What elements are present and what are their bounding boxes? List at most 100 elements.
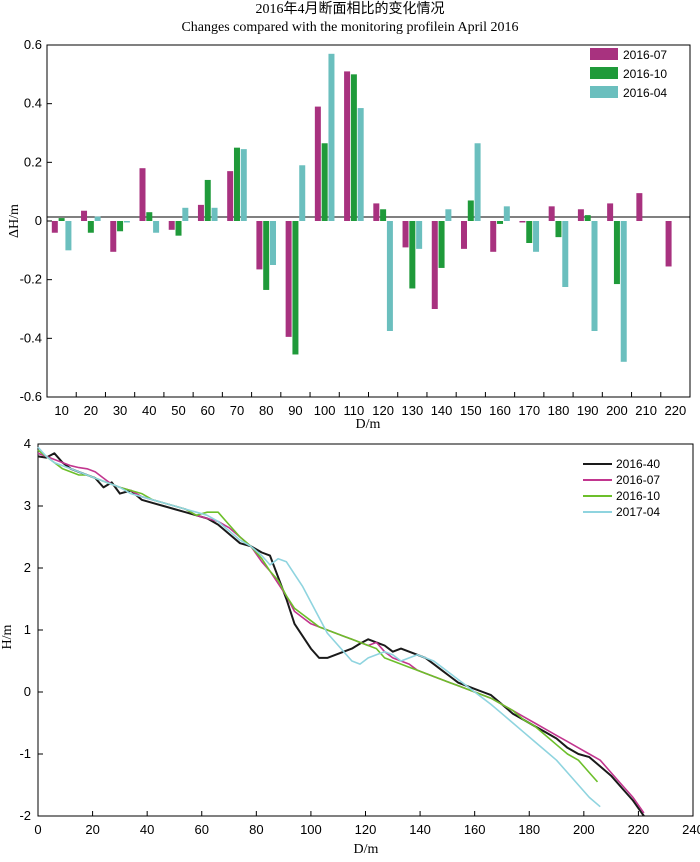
line-x-tick-label: 160 — [464, 822, 486, 837]
bar-x-tick-label: 10 — [54, 403, 68, 418]
line-x-tick-label: 20 — [85, 822, 99, 837]
bar-y-tick-label: -0.4 — [20, 330, 42, 345]
bar-2016-10-10 — [58, 218, 65, 221]
bar-2016-07-160 — [490, 221, 497, 252]
bar-2016-10-190 — [584, 215, 591, 221]
legend-swatch-2016-04 — [590, 86, 618, 98]
bar-x-tick-label: 60 — [201, 403, 215, 418]
bar-y-tick-label: 0.4 — [24, 96, 42, 111]
bar-2016-07-90 — [285, 221, 292, 337]
bar-x-tick-label: 160 — [489, 403, 511, 418]
line-y-tick-label: 1 — [24, 622, 31, 637]
bar-2016-07-210 — [636, 193, 643, 221]
bar-x-tick-label: 180 — [548, 403, 570, 418]
line-x-tick-label: 80 — [249, 822, 263, 837]
legend-label-2016-10: 2016-10 — [623, 67, 667, 81]
bar-y-ticks: -0.6 -0.4 -0.2 0 0.2 0.4 0.6 — [20, 37, 52, 404]
line-x-tick-label: 140 — [409, 822, 431, 837]
bar-x-tick-label: 130 — [401, 403, 423, 418]
bar-legend: 2016-07 2016-10 2016-04 — [590, 48, 667, 100]
line-x-tick-label: 240 — [682, 822, 700, 837]
bar-2016-07-110 — [344, 71, 351, 222]
bar-2016-04-30 — [123, 221, 130, 223]
bar-y-tick-label: -0.2 — [20, 272, 42, 287]
bar-2016-07-220 — [665, 221, 672, 267]
bar-2016-10-20 — [87, 221, 94, 233]
line-y-tick-label: 2 — [24, 560, 31, 575]
bar-2016-04-150 — [474, 143, 481, 221]
bar-y-tick-label: 0.2 — [24, 154, 42, 169]
bar-x-tick-label: 80 — [259, 403, 273, 418]
bar-2016-10-130 — [409, 221, 416, 289]
bar-2016-07-70 — [227, 171, 234, 221]
bar-x-tick-label: 100 — [314, 403, 336, 418]
bar-2016-07-120 — [373, 203, 380, 221]
bar-2016-04-130 — [416, 221, 423, 249]
bar-chart-subtitle: Changes compared with the monitoring pro… — [181, 20, 518, 35]
bar-2016-10-70 — [233, 147, 240, 221]
bar-2016-10-90 — [292, 221, 299, 355]
bar-2016-04-170 — [533, 221, 540, 252]
bar-2016-10-200 — [613, 221, 620, 285]
line-x-tick-label: 40 — [140, 822, 154, 837]
bar-x-tick-label: 70 — [230, 403, 244, 418]
legend-label-2016-10: 2016-10 — [616, 489, 660, 503]
legend-swatch-2016-07 — [590, 48, 618, 60]
line-plot-frame — [37, 443, 694, 817]
bar-2016-07-20 — [81, 210, 88, 221]
line-y-tick-label: 0 — [24, 684, 31, 699]
bar-x-tick-label: 30 — [113, 403, 127, 418]
bar-2016-04-70 — [240, 149, 247, 221]
legend-label-2016-40: 2016-40 — [616, 457, 660, 471]
legend-label-2017-04: 2017-04 — [616, 505, 660, 519]
line-x-tick-label: 0 — [34, 822, 41, 837]
line-x-tick-label: 220 — [628, 822, 650, 837]
line-y-axis-label: H/m — [0, 624, 15, 649]
bar-2016-04-120 — [386, 221, 393, 331]
bar-2016-10-60 — [204, 179, 211, 221]
line-marks — [37, 446, 645, 817]
legend-label-2016-04: 2016-04 — [623, 86, 667, 100]
line-y-tick-label: 4 — [24, 436, 31, 451]
bar-y-tick-label: 0.6 — [24, 37, 42, 52]
bar-2016-10-30 — [117, 221, 124, 232]
bar-2016-07-60 — [197, 204, 204, 221]
bar-2016-07-140 — [431, 221, 438, 309]
bar-2016-04-180 — [562, 221, 569, 287]
bar-x-axis-label: D/m — [356, 417, 381, 432]
bar-2016-10-50 — [175, 221, 182, 236]
bar-x-tick-label: 20 — [84, 403, 98, 418]
bar-2016-07-130 — [402, 221, 409, 248]
line-legend: 2016-40 2016-07 2016-10 2017-04 — [583, 457, 660, 519]
bar-x-tick-label: 200 — [606, 403, 628, 418]
bar-2016-10-110 — [350, 74, 357, 221]
bar-2016-04-110 — [357, 108, 364, 221]
bar-2016-07-150 — [460, 221, 467, 249]
bar-2016-07-40 — [139, 168, 146, 221]
bar-2016-10-140 — [438, 221, 445, 268]
bar-x-tick-label: 50 — [171, 403, 185, 418]
bar-2016-04-90 — [299, 165, 306, 221]
bar-2016-10-100 — [321, 143, 328, 221]
bar-2016-04-20 — [94, 216, 101, 221]
bar-x-tick-label: 110 — [344, 403, 365, 418]
line-x-tick-label: 120 — [355, 822, 377, 837]
bar-2016-04-200 — [620, 221, 627, 362]
bar-2016-04-100 — [328, 53, 335, 221]
line-y-tick-label: -2 — [19, 808, 31, 823]
legend-label-2016-07: 2016-07 — [623, 48, 667, 62]
bar-2016-10-160 — [497, 221, 504, 224]
bar-2016-04-190 — [591, 221, 598, 331]
bar-2016-10-150 — [467, 200, 474, 221]
bar-2016-04-60 — [211, 207, 218, 221]
line-y-ticks: -2 -1 0 1 2 3 4 — [19, 436, 43, 823]
bar-x-ticks: 10 20 30 40 50 60 70 80 90 100 110 120 130 140 150 160 1… — [54, 392, 691, 418]
bar-x-tick-label: 210 — [635, 403, 657, 418]
bar-2016-10-170 — [526, 221, 533, 243]
bar-y-tick-label: -0.6 — [20, 389, 42, 404]
bar-2016-07-200 — [607, 203, 614, 221]
bar-2016-04-80 — [270, 221, 277, 265]
bar-2016-07-10 — [51, 221, 58, 233]
bar-chart-title: 2016年4月断面相比的变化情况 — [256, 1, 445, 17]
bar-x-tick-label: 170 — [518, 403, 540, 418]
